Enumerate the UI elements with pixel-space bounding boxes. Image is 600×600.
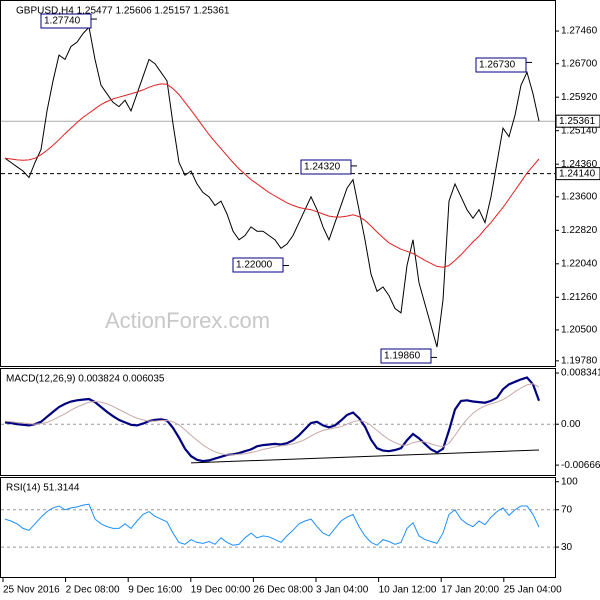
annotation-box xyxy=(380,348,432,364)
y-tick-label: 0.008341 xyxy=(561,368,600,379)
series-line xyxy=(4,503,540,546)
panel-title: MACD(12,26,9) 0.003824 0.006035 xyxy=(6,374,165,385)
series-line xyxy=(4,26,540,348)
macd-panel xyxy=(0,368,556,476)
y-tick-label: 70 xyxy=(561,504,573,515)
annotation-label: 1.24320 xyxy=(304,162,341,173)
annotation-box xyxy=(475,57,527,73)
y-tick-label: 1.25920 xyxy=(561,92,598,103)
y-tick-label: 1.22040 xyxy=(561,258,598,269)
annotation-box xyxy=(40,13,92,29)
x-tick-label: 25 Nov 2016 xyxy=(3,585,60,596)
annotation-label: 1.26730 xyxy=(479,60,516,71)
price-label-box xyxy=(555,114,600,128)
x-tick-label: 9 Dec 16:00 xyxy=(128,585,182,596)
x-tick-label: 17 Jan 20:00 xyxy=(441,585,499,596)
annotation-box xyxy=(300,159,352,175)
annotation-box xyxy=(232,257,284,273)
annotation-label: 1.22000 xyxy=(236,260,273,271)
y-tick-label: 1.20500 xyxy=(561,325,598,336)
y-tick-label: 1.19780 xyxy=(561,355,598,366)
price-label: 1.25361 xyxy=(559,116,596,127)
panel-title: GBPUSD,H4 1.25477 1.25606 1.25157 1.2536… xyxy=(16,6,230,17)
x-tick-label: 25 Jan 04:00 xyxy=(504,585,562,596)
x-tick-label: 19 Dec 00:00 xyxy=(191,585,251,596)
y-tick-label: 1.25140 xyxy=(561,125,598,136)
y-tick-label: 1.24360 xyxy=(561,159,598,170)
y-tick-label: 1.21260 xyxy=(561,292,598,303)
y-tick-label: 30 xyxy=(561,542,573,553)
x-tick-label: 3 Jan 04:00 xyxy=(316,585,369,596)
y-tick-label: 1.23600 xyxy=(561,191,598,202)
y-tick-label: 0.00 xyxy=(561,419,581,430)
y-tick-label: 100 xyxy=(561,476,578,487)
series-line xyxy=(4,376,541,463)
panel-title: RSI(14) 51.3144 xyxy=(6,483,80,494)
rsi-panel xyxy=(0,477,556,578)
price-panel xyxy=(0,0,556,367)
series-line xyxy=(4,83,540,268)
x-tick-label: 10 Jan 12:00 xyxy=(379,585,437,596)
y-tick-label: 1.22820 xyxy=(561,225,598,236)
y-tick-label: 1.26700 xyxy=(561,58,598,69)
price-label: 1.24140 xyxy=(559,168,596,179)
series-line xyxy=(4,383,540,456)
price-label-box xyxy=(555,167,600,181)
x-tick-label: 2 Dec 08:00 xyxy=(66,585,120,596)
y-tick-label: -0.006661 xyxy=(561,460,600,471)
x-tick-label: 26 Dec 08:00 xyxy=(253,585,313,596)
watermark: ActionForex.com xyxy=(105,308,270,333)
y-tick-label: 1.27460 xyxy=(561,26,598,37)
annotation-label: 1.27740 xyxy=(44,16,81,27)
trendline xyxy=(190,449,540,464)
annotation-label: 1.19860 xyxy=(384,351,421,362)
